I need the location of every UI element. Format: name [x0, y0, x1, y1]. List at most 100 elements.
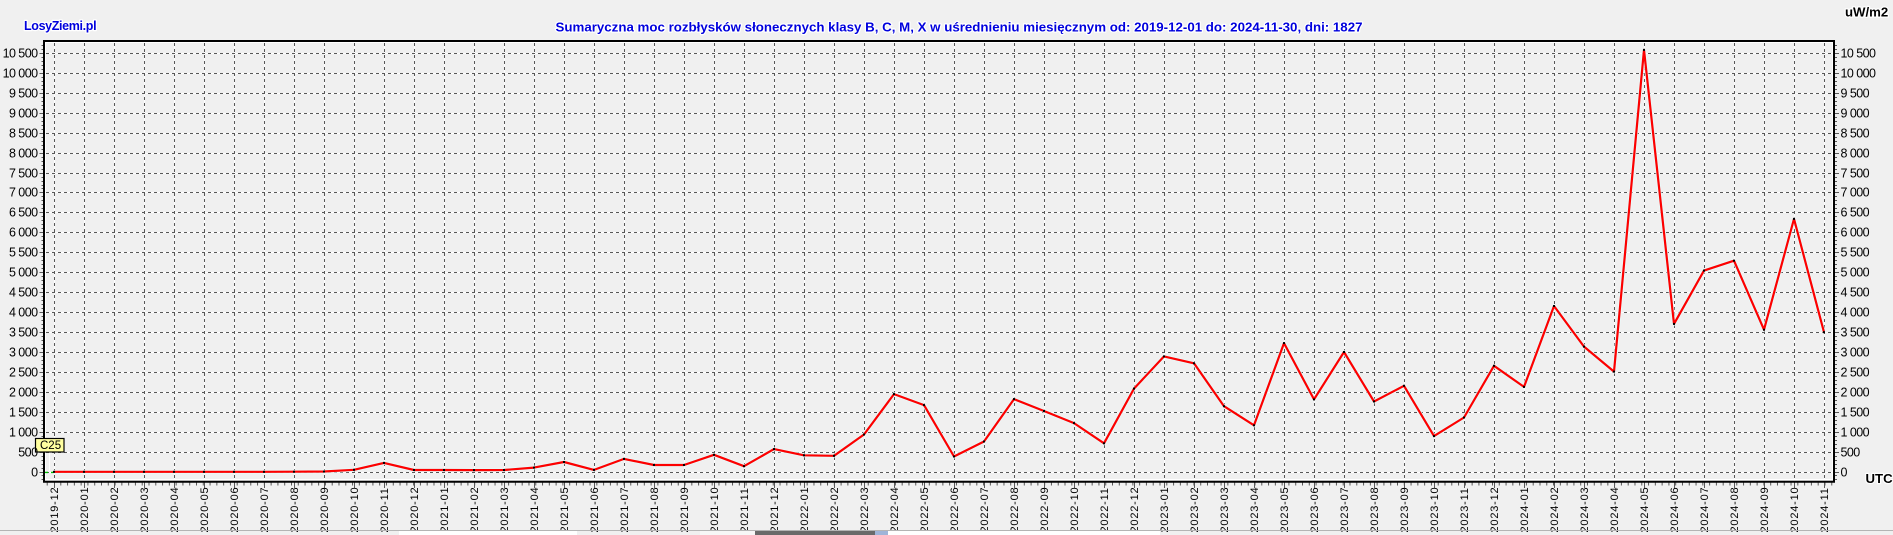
- svg-text:2023-07: 2023-07: [1339, 487, 1351, 533]
- svg-text:8 500: 8 500: [1841, 127, 1870, 141]
- svg-text:3 500: 3 500: [1841, 326, 1870, 340]
- svg-text:2019-12: 2019-12: [49, 487, 61, 533]
- svg-text:2022-08: 2022-08: [1009, 487, 1021, 533]
- svg-text:2024-10: 2024-10: [1789, 487, 1801, 533]
- svg-text:2020-09: 2020-09: [319, 487, 331, 533]
- svg-text:2024-01: 2024-01: [1519, 487, 1531, 533]
- svg-text:2024-08: 2024-08: [1729, 487, 1741, 533]
- svg-text:4 000: 4 000: [9, 306, 38, 320]
- svg-text:9 500: 9 500: [1841, 87, 1870, 101]
- svg-text:2022-10: 2022-10: [1069, 487, 1081, 533]
- svg-text:7 000: 7 000: [9, 186, 38, 200]
- svg-text:1 500: 1 500: [1841, 406, 1870, 420]
- svg-text:6 000: 6 000: [9, 226, 38, 240]
- svg-text:10 500: 10 500: [3, 47, 39, 61]
- svg-text:2022-04: 2022-04: [889, 487, 901, 533]
- svg-text:0: 0: [31, 466, 38, 480]
- svg-text:4 500: 4 500: [1841, 286, 1870, 300]
- svg-text:2024-04: 2024-04: [1609, 487, 1621, 533]
- svg-text:2020-10: 2020-10: [349, 487, 361, 533]
- svg-text:2022-09: 2022-09: [1039, 487, 1051, 533]
- svg-text:1 500: 1 500: [9, 406, 38, 420]
- svg-text:2023-01: 2023-01: [1159, 487, 1171, 533]
- svg-text:2020-02: 2020-02: [109, 487, 121, 533]
- svg-text:2 500: 2 500: [1841, 366, 1870, 380]
- svg-text:2 500: 2 500: [9, 366, 38, 380]
- svg-text:2 000: 2 000: [1841, 386, 1870, 400]
- svg-text:2021-01: 2021-01: [439, 487, 451, 533]
- svg-text:2023-12: 2023-12: [1489, 487, 1501, 533]
- svg-text:UTC: UTC: [1866, 471, 1893, 486]
- svg-text:1 000: 1 000: [9, 426, 38, 440]
- svg-text:2021-12: 2021-12: [769, 487, 781, 533]
- svg-text:2022-11: 2022-11: [1099, 487, 1111, 532]
- svg-text:9 500: 9 500: [9, 87, 38, 101]
- svg-text:2024-02: 2024-02: [1549, 487, 1561, 533]
- svg-text:8 000: 8 000: [9, 147, 38, 161]
- svg-text:5 500: 5 500: [9, 246, 38, 260]
- svg-text:2022-07: 2022-07: [979, 487, 991, 533]
- svg-text:2022-02: 2022-02: [829, 487, 841, 533]
- svg-text:8 000: 8 000: [1841, 147, 1870, 161]
- svg-text:4 000: 4 000: [1841, 306, 1870, 320]
- svg-text:2023-08: 2023-08: [1369, 487, 1381, 533]
- svg-text:6 500: 6 500: [1841, 206, 1870, 220]
- svg-text:1 000: 1 000: [1841, 426, 1870, 440]
- svg-text:2020-08: 2020-08: [289, 487, 301, 533]
- svg-text:2023-03: 2023-03: [1219, 487, 1231, 533]
- svg-text:7 000: 7 000: [1841, 186, 1870, 200]
- svg-text:2020-06: 2020-06: [229, 487, 241, 533]
- svg-text:2020-07: 2020-07: [259, 487, 271, 533]
- svg-text:2023-02: 2023-02: [1189, 487, 1201, 533]
- svg-text:uW/m2: uW/m2: [1845, 4, 1888, 19]
- svg-text:2024-03: 2024-03: [1579, 487, 1591, 533]
- svg-text:10 500: 10 500: [1841, 47, 1877, 61]
- svg-text:2024-06: 2024-06: [1669, 487, 1681, 533]
- svg-text:3 500: 3 500: [9, 326, 38, 340]
- svg-text:7 500: 7 500: [1841, 167, 1870, 181]
- svg-text:2020-04: 2020-04: [169, 487, 181, 533]
- svg-text:2021-11: 2021-11: [739, 487, 751, 532]
- svg-text:2022-03: 2022-03: [859, 487, 871, 533]
- svg-text:2024-11: 2024-11: [1819, 487, 1831, 532]
- svg-text:2020-05: 2020-05: [199, 487, 211, 533]
- svg-text:2020-11: 2020-11: [379, 487, 391, 532]
- svg-text:2022-06: 2022-06: [949, 487, 961, 533]
- svg-text:5 500: 5 500: [1841, 246, 1870, 260]
- svg-text:Sumaryczna moc rozbłysków słon: Sumaryczna moc rozbłysków słonecznych kl…: [556, 20, 1363, 35]
- svg-text:2021-03: 2021-03: [499, 487, 511, 533]
- svg-text:C25: C25: [40, 440, 61, 452]
- svg-text:2021-08: 2021-08: [649, 487, 661, 533]
- svg-text:2023-05: 2023-05: [1279, 487, 1291, 533]
- svg-text:6 500: 6 500: [9, 206, 38, 220]
- svg-text:2023-11: 2023-11: [1459, 487, 1471, 532]
- svg-text:3 000: 3 000: [1841, 346, 1870, 360]
- svg-text:5 000: 5 000: [9, 266, 38, 280]
- svg-text:2021-02: 2021-02: [469, 487, 481, 533]
- svg-text:500: 500: [18, 446, 38, 460]
- svg-text:2020-12: 2020-12: [409, 487, 421, 533]
- svg-text:2022-12: 2022-12: [1129, 487, 1141, 533]
- svg-text:2 000: 2 000: [9, 386, 38, 400]
- svg-text:4 500: 4 500: [9, 286, 38, 300]
- svg-text:2023-10: 2023-10: [1429, 487, 1441, 533]
- svg-text:LosyZiemi.pl: LosyZiemi.pl: [24, 19, 96, 33]
- svg-text:2023-09: 2023-09: [1399, 487, 1411, 533]
- svg-text:2020-03: 2020-03: [139, 487, 151, 533]
- svg-text:10 000: 10 000: [3, 67, 39, 81]
- svg-text:7 500: 7 500: [9, 167, 38, 181]
- svg-text:2021-06: 2021-06: [589, 487, 601, 533]
- svg-text:2020-01: 2020-01: [79, 487, 91, 533]
- svg-text:2021-04: 2021-04: [529, 487, 541, 533]
- svg-text:9 000: 9 000: [9, 107, 38, 121]
- svg-text:6 000: 6 000: [1841, 226, 1870, 240]
- svg-text:0: 0: [1841, 466, 1848, 480]
- svg-text:2022-01: 2022-01: [799, 487, 811, 533]
- svg-text:500: 500: [1841, 446, 1861, 460]
- svg-text:2021-07: 2021-07: [619, 487, 631, 533]
- svg-text:10 000: 10 000: [1841, 67, 1877, 81]
- svg-text:3 000: 3 000: [9, 346, 38, 360]
- svg-text:2021-05: 2021-05: [559, 487, 571, 533]
- svg-text:2023-04: 2023-04: [1249, 487, 1261, 533]
- svg-text:2024-09: 2024-09: [1759, 487, 1771, 533]
